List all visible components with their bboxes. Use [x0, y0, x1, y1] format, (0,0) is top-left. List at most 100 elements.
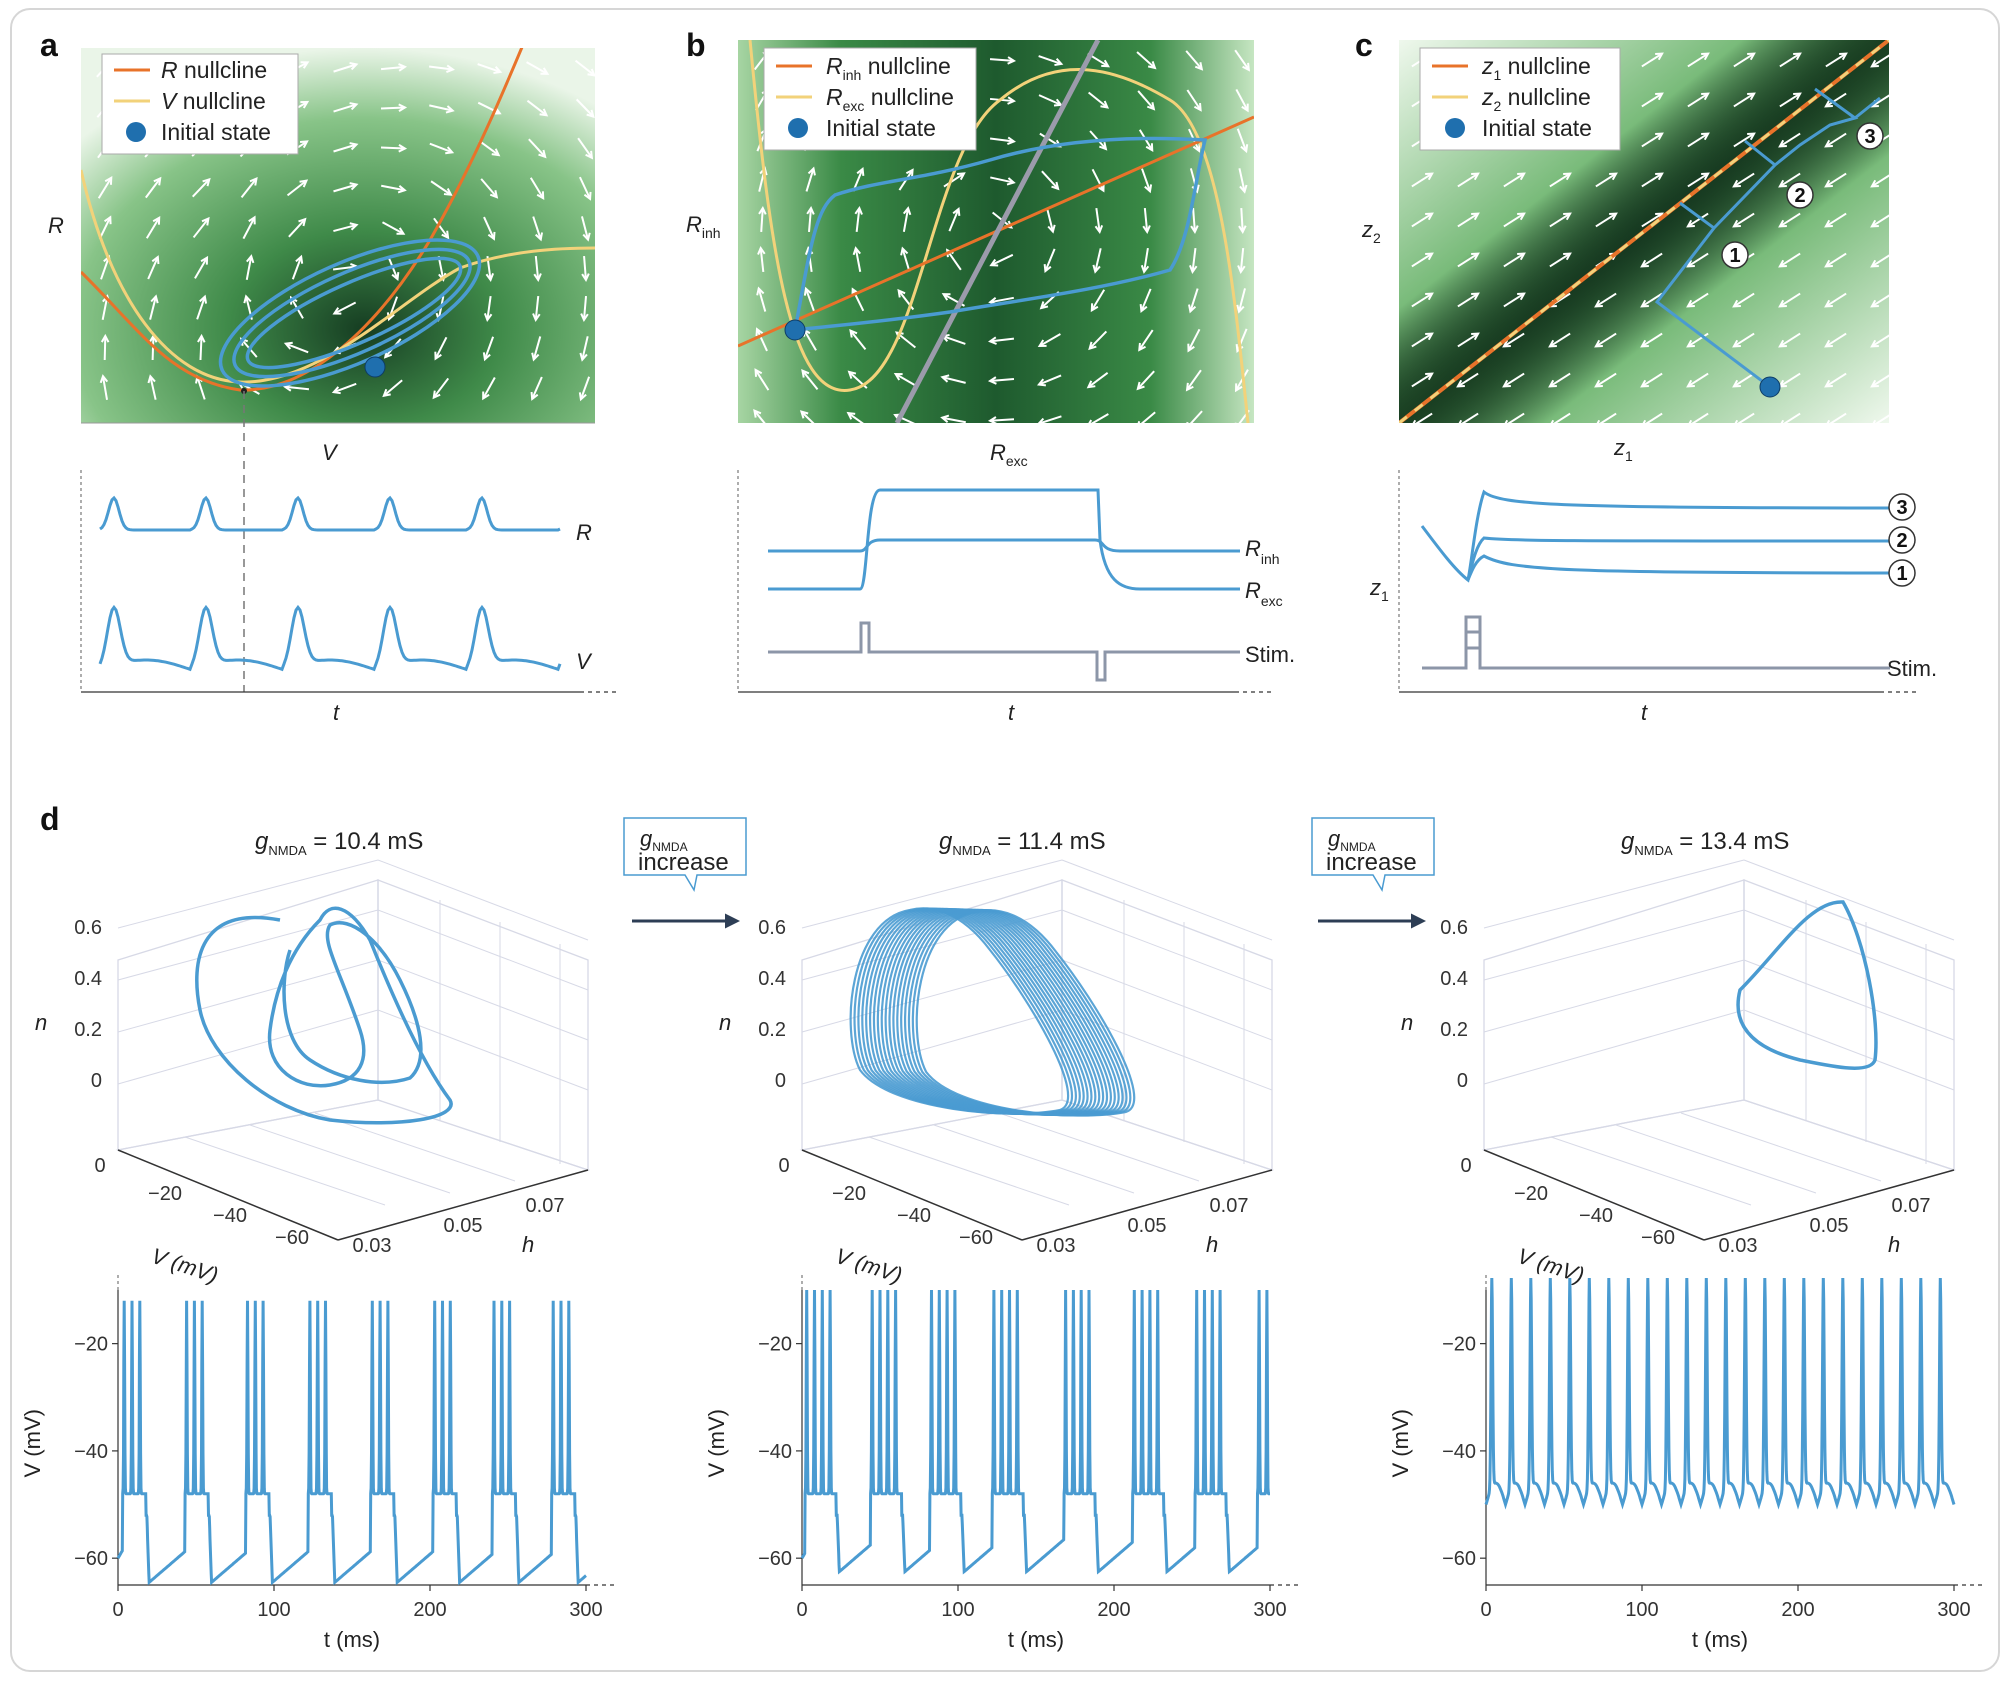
vector-field-arrow: [1733, 52, 1755, 68]
n-axis-label: n: [35, 1010, 47, 1035]
vector-field-arrowhead: [756, 286, 765, 296]
panel-b-rexc-trace-label: Rexc: [1245, 578, 1283, 609]
vector-field-arrowhead: [758, 205, 767, 215]
vector-field-arrow: [1137, 370, 1155, 390]
vector-field-arrowhead: [489, 190, 499, 199]
panel-a-r-trace-label: R: [576, 520, 592, 545]
vector-field-arrowhead: [847, 370, 857, 379]
h-axis-tick: 0.05: [1128, 1215, 1167, 1237]
x-tick-label: 300: [1937, 1599, 1970, 1621]
vector-field-arrowhead: [1194, 62, 1204, 71]
vector-field-arrow: [1641, 372, 1663, 388]
vector-field-arrowhead: [1100, 100, 1109, 109]
vector-field-arrowhead: [1043, 264, 1052, 274]
vector-field-arrowhead: [1701, 172, 1710, 181]
vector-field-arrowhead: [295, 254, 304, 264]
trace-step-marker-2: 2: [1896, 530, 1907, 552]
vector-field-arrowhead: [941, 293, 951, 301]
panel-c-trace-y-label: z1: [1369, 575, 1389, 604]
y-tick-label: −20: [74, 1334, 108, 1356]
vector-field-arrowhead: [1778, 299, 1787, 308]
vector-field-arrowhead: [1456, 379, 1465, 388]
vector-field-arrowhead: [900, 246, 909, 256]
vector-field-arrowhead: [1471, 332, 1480, 341]
vector-field-arrowhead: [534, 232, 544, 242]
panel-a-initial-state-marker: [364, 356, 386, 378]
vector-field-arrowhead: [539, 108, 549, 117]
vector-field-arrow: [194, 257, 208, 279]
vector-field-arrow: [1239, 247, 1245, 273]
vector-field-arrowhead: [852, 246, 861, 256]
vector-field-arrowhead: [987, 416, 997, 423]
vector-field-arrowhead: [300, 61, 310, 69]
x-tick-label: 0: [112, 1599, 123, 1621]
vector-field-arrowhead: [807, 166, 816, 176]
vector-field-arrow: [1091, 168, 1105, 192]
vector-field-arrowhead: [398, 103, 408, 112]
phase-trajectory-1: [195, 906, 453, 1125]
vector-field-arrowhead: [1037, 417, 1045, 423]
vector-field-arrowhead: [753, 409, 762, 418]
vector-field-arrow: [1871, 374, 1889, 388]
vector-field-arrow: [1039, 333, 1061, 347]
vector-field-arrow: [1095, 207, 1101, 233]
vector-field-arrowhead: [1146, 102, 1156, 111]
panel-b-x-axis-label: Rexc: [990, 440, 1028, 469]
vector-field-arrow: [1687, 292, 1709, 308]
h-axis-label: h: [1888, 1232, 1900, 1257]
vector-field-arrowhead: [246, 254, 255, 264]
vector-field-arrow: [1691, 412, 1709, 423]
vector-field-arrow: [580, 216, 590, 240]
vector-field-arrowhead: [349, 102, 359, 111]
vector-field-arrowhead: [1640, 339, 1649, 348]
vector-field-arrow: [333, 63, 357, 73]
vector-field-arrowhead: [956, 172, 966, 181]
vector-field-arrow: [1779, 292, 1801, 308]
vector-field-arrow: [1641, 332, 1663, 348]
x-tick-label: 0: [796, 1599, 807, 1621]
vector-field-arrowhead: [1190, 225, 1199, 235]
panel-c-stim-label: Stim.: [1887, 656, 1937, 681]
vector-field-arrow: [990, 253, 1014, 267]
vector-field-arrow: [1825, 52, 1847, 68]
vector-field-arrowhead: [581, 273, 590, 283]
vector-field-arrow: [1641, 132, 1663, 148]
vector-field-arrowhead: [1732, 179, 1741, 188]
vector-field-arrowhead: [1780, 419, 1785, 423]
vector-field-arrow: [480, 178, 498, 198]
x-tick-label: 200: [1781, 1599, 1814, 1621]
vector-field-arrowhead: [1824, 379, 1833, 388]
n-axis-tick: 0: [1457, 1070, 1468, 1092]
vector-field-arrow: [1687, 252, 1709, 268]
vector-field-arrow: [753, 410, 766, 423]
vector-field-arrow: [583, 255, 587, 281]
v-axis-label: V (mV): [148, 1243, 221, 1288]
vector-field-arrow: [1041, 170, 1059, 190]
vector-field-arrowhead: [988, 336, 997, 345]
vector-field-arrow: [1090, 413, 1109, 423]
v-axis-tick: −60: [959, 1227, 993, 1249]
vector-field-arrowhead: [1471, 172, 1480, 181]
vector-field-arrow: [1189, 288, 1199, 312]
vector-field-arrow: [1733, 132, 1755, 148]
vector-field-arrowhead: [905, 168, 914, 178]
vector-field-arrowhead: [349, 62, 359, 71]
vector-field-arrowhead: [331, 386, 341, 395]
vector-field-arrowhead: [1824, 99, 1833, 108]
vector-field-arrowhead: [482, 352, 491, 362]
panel-a-time-label: t: [333, 700, 340, 725]
vector-field-arrow: [1411, 252, 1433, 268]
vector-field-arrow: [1595, 372, 1617, 388]
vector-field-arrow: [380, 146, 406, 150]
vector-field-arrow: [1829, 412, 1847, 423]
vector-field-arrow: [1507, 412, 1525, 423]
v-axis-tick: −60: [275, 1227, 309, 1249]
vector-field-arrow: [1871, 294, 1889, 308]
vector-field-arrowhead: [1240, 144, 1249, 154]
vector-field-arrowhead: [398, 63, 408, 72]
y-tick-label: −40: [1442, 1441, 1476, 1463]
vector-field-arrow: [1825, 92, 1847, 108]
vector-field-arrow: [482, 377, 496, 399]
vector-field-arrowhead: [1412, 419, 1417, 423]
phase-space-3d-2: gNMDA = 11.4 mS 0.6 0.4 0.2 0 n 0 −20 −40 −60 V (m…: [719, 828, 1275, 1288]
